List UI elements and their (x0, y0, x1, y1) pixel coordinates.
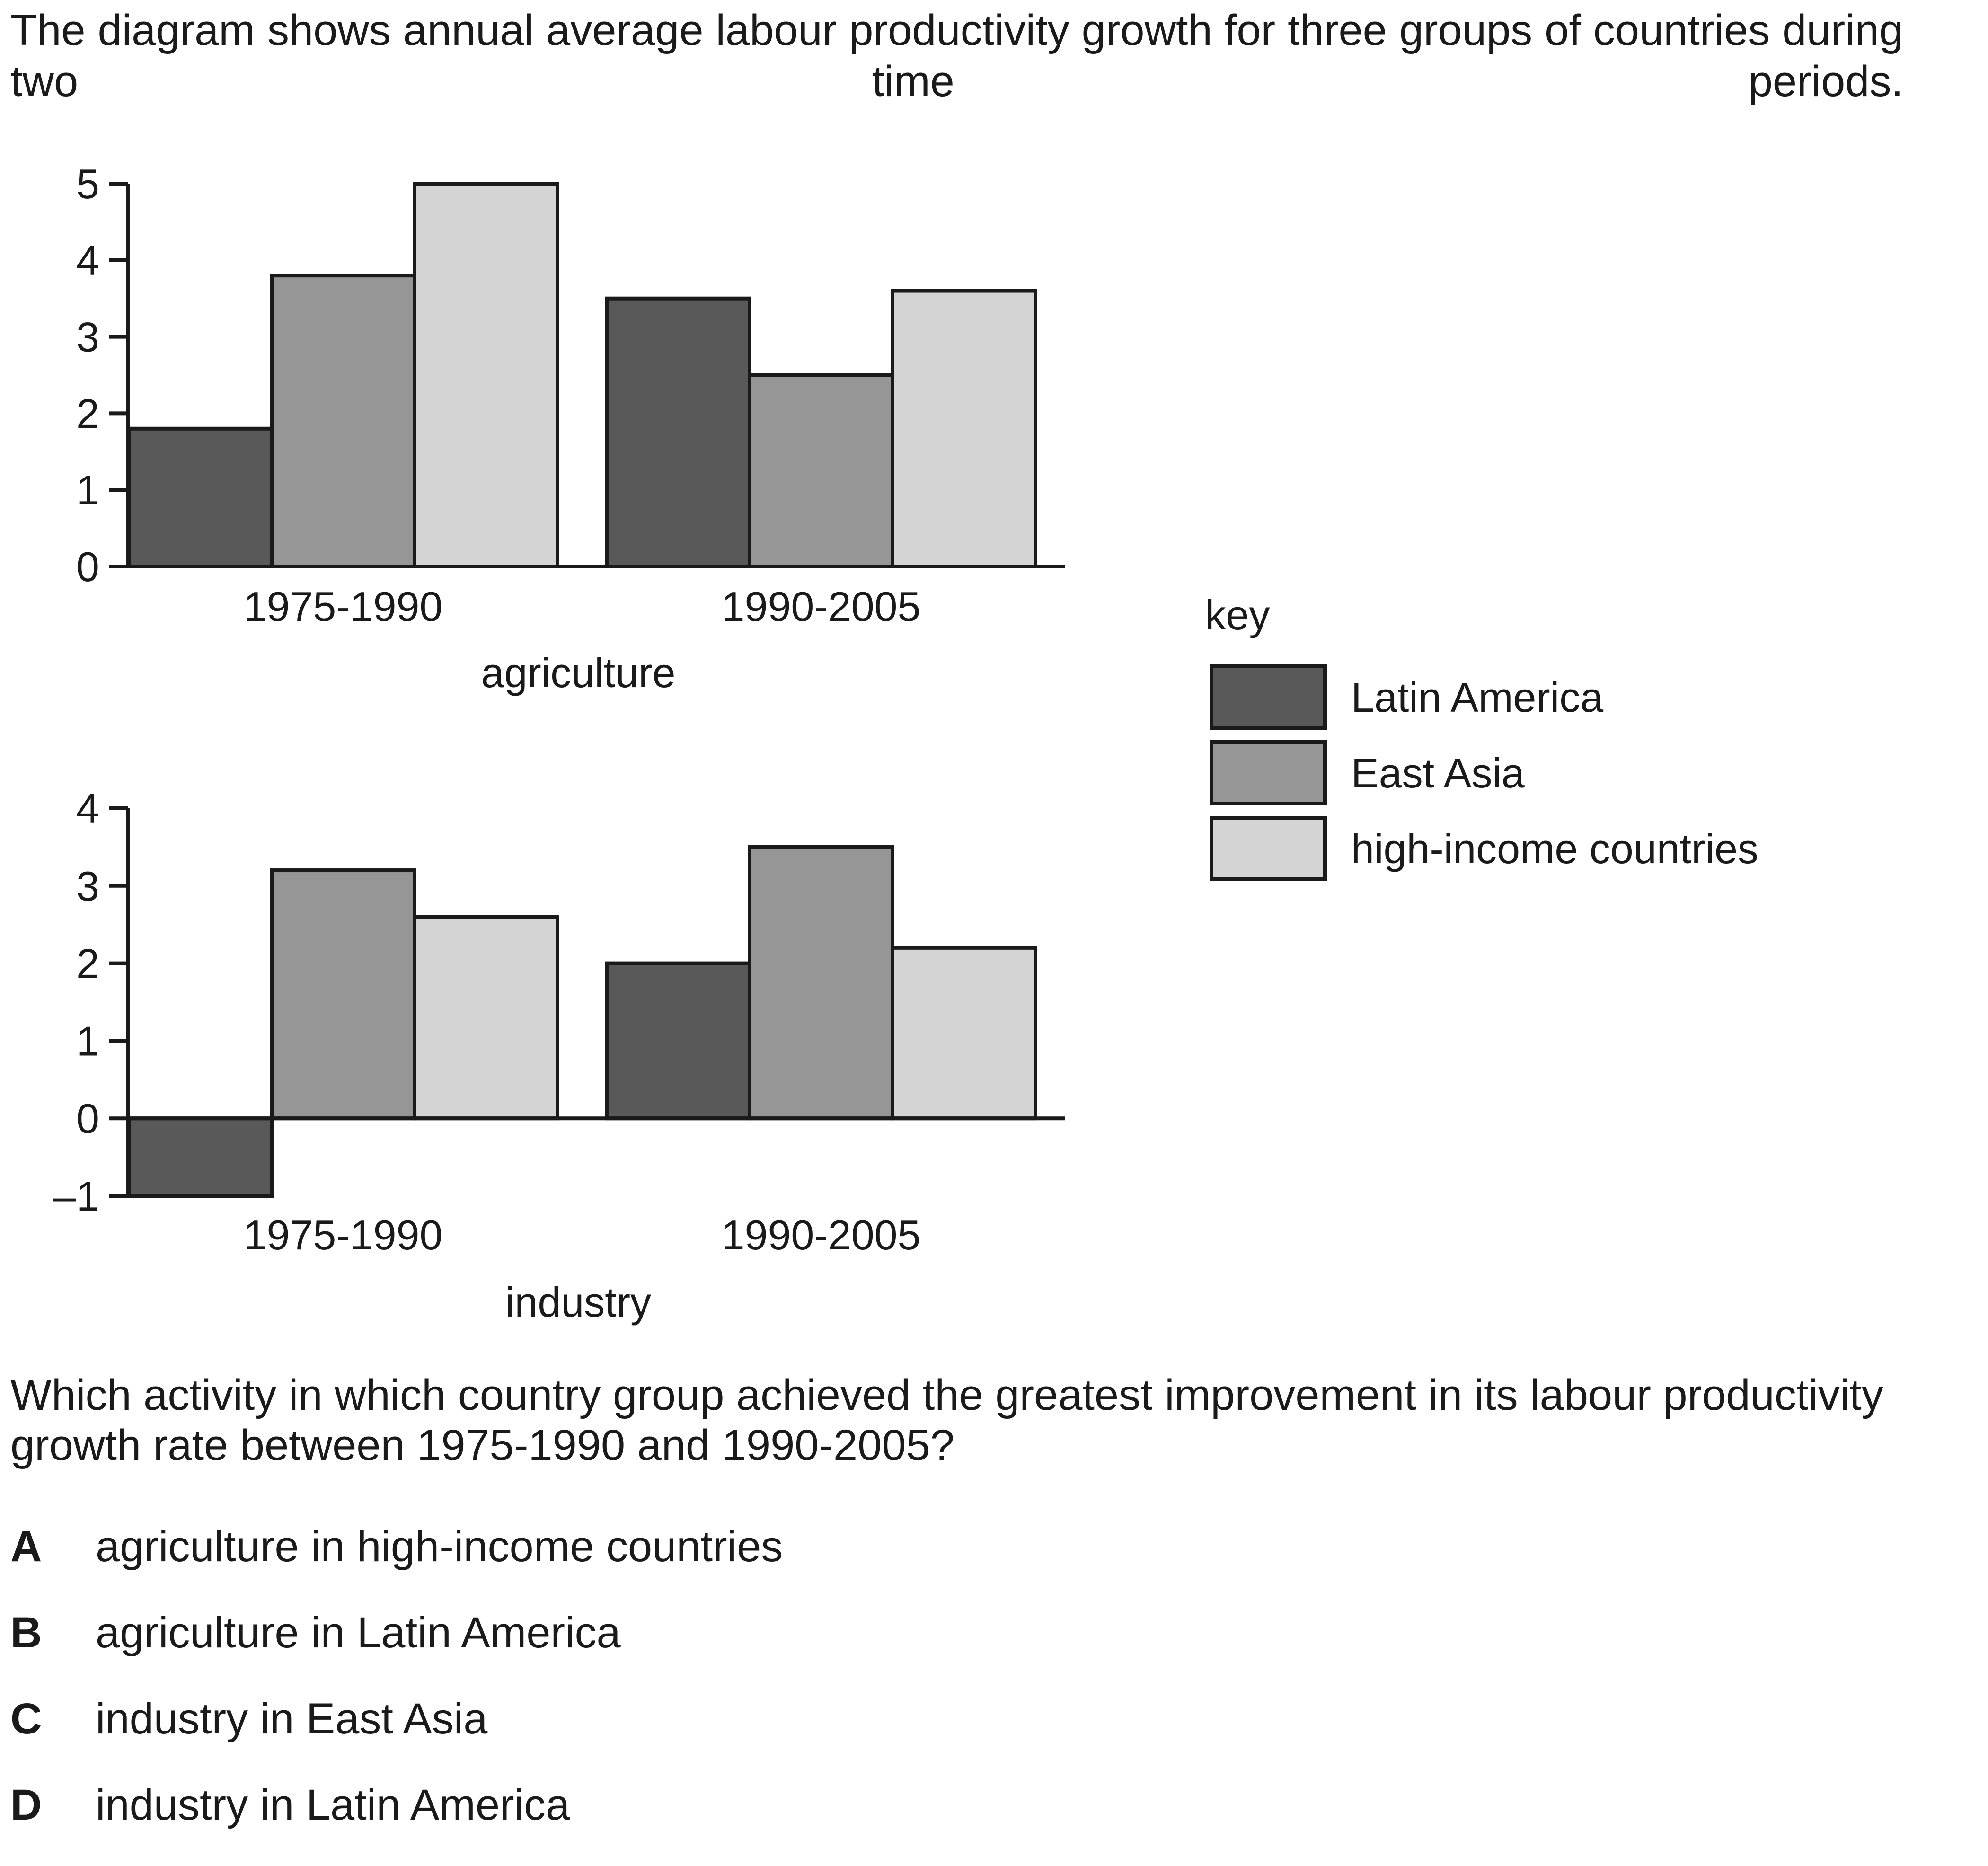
category-label: 1990-2005 (722, 583, 921, 630)
option-letter: C (10, 1695, 42, 1743)
legend-label: Latin America (1351, 674, 1603, 721)
intro-text: The diagram shows annual average labour … (10, 6, 1903, 106)
y-tick-label: 4 (76, 785, 99, 832)
y-tick-label: 3 (76, 314, 99, 361)
option-text: agriculture in Latin America (96, 1609, 621, 1657)
option-letter: D (10, 1781, 42, 1829)
legend-label: high-income countries (1351, 825, 1758, 872)
y-tick-label: 2 (76, 390, 99, 437)
charts-canvas: 1975-1990 1990-2005 0 1 2 3 4 5 agriculture 1975… (53, 160, 1758, 1326)
bar-high-income-countries-1990-2005 (891, 289, 1037, 568)
bar-east-asia-1975-1990 (270, 868, 416, 1121)
category-label: 1975-1990 (244, 1212, 443, 1258)
y-tick-label: 0 (76, 543, 99, 590)
bar-latin-america-1990-2005 (605, 961, 751, 1121)
option-text: agriculture in high-income countries (96, 1522, 783, 1571)
question-text: Which activity in which country group ac… (10, 1371, 1883, 1469)
y-tick-label: 0 (76, 1095, 99, 1142)
option-letter: B (10, 1609, 42, 1657)
y-tick-label: 3 (76, 863, 99, 910)
bar-high-income-countries-1975-1990 (413, 182, 559, 568)
bar-latin-america-1975-1990 (127, 1116, 274, 1198)
x-axis-title: industry (505, 1279, 651, 1326)
legend-swatch-east-asia (1210, 740, 1327, 805)
bar-east-asia-1975-1990 (270, 274, 416, 568)
legend: key Latin America East Asia high-income cou… (1205, 592, 1758, 881)
legend-swatch-high-income-countries (1210, 816, 1327, 881)
bar-east-asia-1990-2005 (748, 373, 894, 568)
category-label: 1975-1990 (244, 583, 443, 630)
y-tick-label: 4 (76, 237, 99, 284)
y-tick-label: –1 (53, 1173, 99, 1220)
legend-title: key (1205, 592, 1270, 638)
bar-high-income-countries-1975-1990 (413, 915, 559, 1121)
legend-swatch-latin-america (1210, 664, 1327, 730)
category-label: 1990-2005 (722, 1212, 921, 1258)
option-text: industry in East Asia (96, 1695, 488, 1743)
y-tick-label: 1 (76, 1017, 99, 1064)
bar-high-income-countries-1990-2005 (891, 946, 1037, 1121)
bar-latin-america-1990-2005 (605, 296, 751, 568)
option-letter: A (10, 1522, 42, 1571)
y-tick-label: 5 (76, 160, 99, 207)
x-axis-title: agriculture (481, 649, 676, 696)
bar-east-asia-1990-2005 (748, 845, 894, 1121)
agriculture-chart: 1975-1990 1990-2005 0 1 2 3 4 5 agriculture (76, 160, 1065, 696)
industry-chart: 1975-1990 1990-2005 –1 0 1 2 3 4 industry (53, 785, 1065, 1326)
y-tick-label: 2 (76, 940, 99, 987)
y-tick-label: 1 (76, 467, 99, 513)
legend-label: East Asia (1351, 750, 1525, 796)
option-text: industry in Latin America (96, 1781, 570, 1829)
bar-latin-america-1975-1990 (127, 426, 274, 568)
